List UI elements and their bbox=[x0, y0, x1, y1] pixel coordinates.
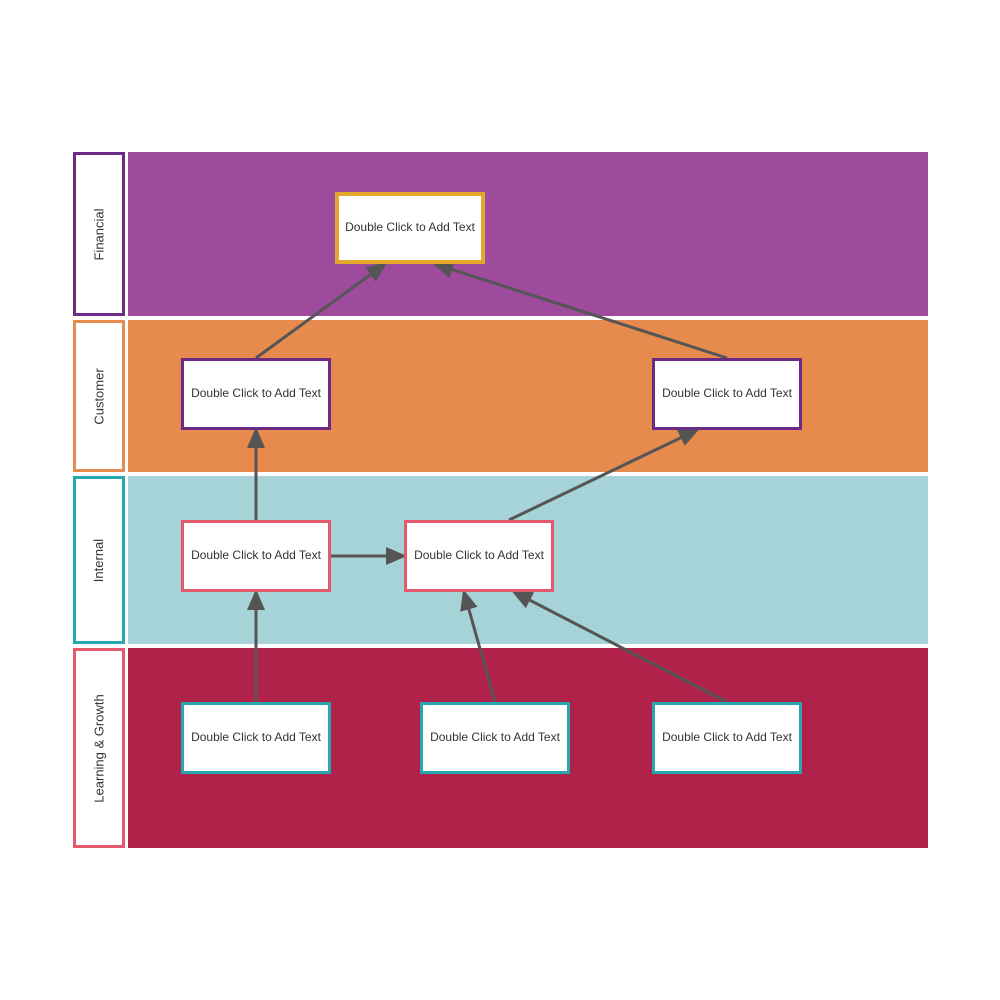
lane-label-learning: Learning & Growth bbox=[73, 648, 125, 848]
node-lg3[interactable]: Double Click to Add Text bbox=[652, 702, 802, 774]
node-cust2[interactable]: Double Click to Add Text bbox=[652, 358, 802, 430]
lane-label-customer: Customer bbox=[73, 320, 125, 472]
node-fin1[interactable]: Double Click to Add Text bbox=[335, 192, 485, 264]
node-int1[interactable]: Double Click to Add Text bbox=[181, 520, 331, 592]
lane-label-text-learning: Learning & Growth bbox=[92, 694, 107, 802]
lane-bg-financial bbox=[128, 152, 928, 316]
strategy-map-diagram: Financial Customer Internal Learning & Grow… bbox=[0, 0, 1000, 1000]
node-lg2[interactable]: Double Click to Add Text bbox=[420, 702, 570, 774]
node-int2[interactable]: Double Click to Add Text bbox=[404, 520, 554, 592]
node-cust1[interactable]: Double Click to Add Text bbox=[181, 358, 331, 430]
lane-label-text-customer: Customer bbox=[92, 368, 107, 424]
lane-label-text-internal: Internal bbox=[92, 538, 107, 581]
lane-label-text-financial: Financial bbox=[92, 208, 107, 260]
lane-label-financial: Financial bbox=[73, 152, 125, 316]
node-lg1[interactable]: Double Click to Add Text bbox=[181, 702, 331, 774]
lane-label-internal: Internal bbox=[73, 476, 125, 644]
